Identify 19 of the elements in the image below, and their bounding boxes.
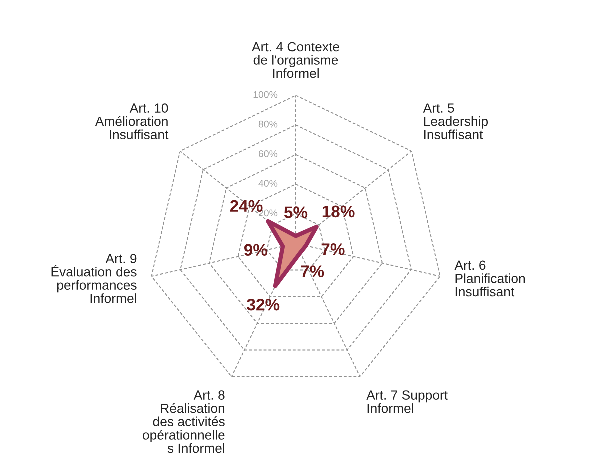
y-tick-label: 40%: [258, 180, 278, 188]
spoke-label: Art. 4 Contexte de l'organisme Informel: [252, 42, 340, 78]
spoke-label: Art. 6 Planification Insuffisant: [454, 260, 526, 297]
text: 32%: [247, 298, 280, 311]
y-tick-label: 20%: [258, 210, 278, 217]
spoke-label: Art. 7 Support Informel: [366, 390, 448, 414]
y-tick-label: 80%: [258, 120, 278, 128]
text: 5%: [284, 206, 308, 218]
text: 7%: [301, 266, 324, 278]
y-tick-label: 60%: [258, 150, 278, 158]
text: 18%: [322, 206, 355, 218]
y-tick-label: 100%: [254, 91, 278, 98]
spoke-label: Art. 8 Réalisation des activités opérationnelle s Informel: [143, 390, 225, 454]
text: 7%: [322, 244, 345, 256]
spoke-label: Art. 10 Amélioration Insuffisant: [95, 104, 169, 140]
spoke-label: Art. 5 Leadership Insuffisant: [423, 104, 488, 140]
spoke-label: Art. 9 Évaluation des performances Informel: [52, 254, 137, 304]
text: 9%: [244, 244, 268, 256]
text: 24%: [230, 200, 263, 212]
